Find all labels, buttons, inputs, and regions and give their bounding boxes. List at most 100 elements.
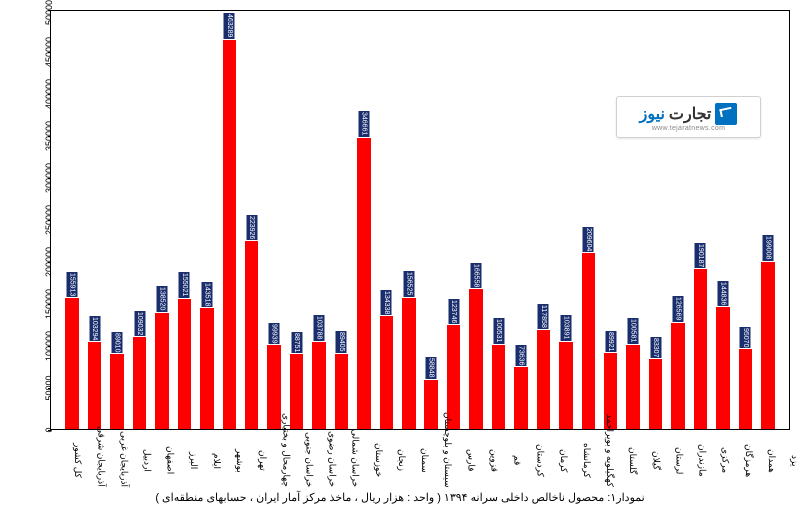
x-tick-label: خراسان رضوی — [314, 432, 337, 487]
x-tick-label: کل کشور — [60, 432, 83, 487]
x-tick-label: یزد — [777, 432, 800, 487]
chart-caption: نمودار۱: محصول ناخالص داخلی سرانه ۱۳۹۴ (… — [0, 491, 800, 504]
bar: 100531 — [492, 345, 505, 429]
bar-wrap: 103788 — [308, 11, 330, 429]
x-tick-label: هرمزگان — [731, 432, 754, 487]
y-axis: 0500001000001500002000002500003000003500… — [0, 10, 48, 430]
bar-wrap: 100531 — [487, 11, 509, 429]
bar-wrap: 99939 — [263, 11, 285, 429]
bar-value-label: 103788 — [314, 315, 325, 340]
bar: 103294 — [88, 342, 101, 429]
bar-value-label: 223926 — [246, 215, 257, 240]
logo-brand-tejarat: تجارت — [669, 104, 711, 124]
x-tick-label: مازندران — [684, 432, 707, 487]
bar-value-label: 89921 — [605, 331, 616, 352]
x-axis-labels: کل کشورآذربایجان شرقیآذربایجان غربیاردبی… — [60, 432, 800, 487]
bar: 463289 — [223, 40, 236, 429]
bar-wrap: 100581 — [622, 11, 644, 429]
bar: 95070 — [739, 349, 752, 429]
bar-value-label: 209604 — [583, 227, 594, 252]
bar: 156525 — [402, 298, 415, 429]
x-tick-label: فارس — [453, 432, 476, 487]
bar: 117858 — [537, 330, 550, 429]
bar-wrap: 209604 — [577, 11, 599, 429]
bar: 190187 — [694, 269, 707, 429]
bar: 89010 — [110, 354, 123, 429]
x-tick-label: قم — [499, 432, 522, 487]
bar-wrap: 138520 — [151, 11, 173, 429]
bar-value-label: 166558 — [471, 263, 482, 288]
bar: 73636 — [514, 367, 527, 429]
bar-wrap: 134338 — [375, 11, 397, 429]
bar-value-label: 199008 — [762, 235, 773, 260]
x-tick-label: لرستان — [661, 432, 684, 487]
x-tick-label: قزوین — [476, 432, 499, 487]
bar-value-label: 155913 — [67, 272, 78, 297]
x-tick-label: بوشهر — [222, 432, 245, 487]
x-tick-label: اردبیل — [129, 432, 152, 487]
bar: 155913 — [65, 298, 78, 429]
chart-plot-area: 1559131032948901010903213852015502114351… — [50, 10, 790, 430]
bar: 103788 — [312, 342, 325, 429]
bar-value-label: 88751 — [291, 332, 302, 353]
bar: 89405 — [335, 354, 348, 429]
bar: 134338 — [380, 316, 393, 429]
bar-value-label: 103294 — [89, 316, 100, 341]
bar-value-label: 100581 — [628, 318, 639, 343]
bar-value-label: 126569 — [673, 296, 684, 321]
bar-value-label: 89010 — [112, 332, 123, 353]
bar: 143518 — [200, 308, 213, 429]
bar-value-label: 58848 — [426, 357, 437, 378]
bar-value-label: 134338 — [381, 290, 392, 315]
bar-wrap: 199008 — [757, 11, 779, 429]
x-tick-label: زنجان — [384, 432, 407, 487]
bar-value-label: 73636 — [515, 345, 526, 366]
logo-url: www.tejaratnews.com — [652, 125, 725, 132]
bar-wrap: 223926 — [241, 11, 263, 429]
logo-icon — [715, 103, 737, 125]
bar: 103891 — [559, 342, 572, 429]
bar: 138520 — [155, 313, 168, 429]
bar-wrap: 156525 — [398, 11, 420, 429]
bar-value-label: 103891 — [560, 315, 571, 340]
x-tick-label: کرمان — [546, 432, 569, 487]
bar-value-label: 463289 — [224, 13, 235, 38]
bar-wrap: 95070 — [734, 11, 756, 429]
logo-brand-news: نیوز — [640, 104, 665, 124]
x-tick-label: گیلان — [638, 432, 661, 487]
bar-wrap: 117858 — [532, 11, 554, 429]
bar: 126569 — [671, 323, 684, 429]
x-tick-label: ایلام — [199, 432, 222, 487]
bar-wrap: 166558 — [465, 11, 487, 429]
bar-wrap: 123746 — [442, 11, 464, 429]
bar-value-label: 99939 — [269, 323, 280, 344]
x-tick-label: خوزستان — [361, 432, 384, 487]
bar-value-label: 123746 — [448, 299, 459, 324]
bar: 155021 — [178, 299, 191, 429]
bar-wrap: 155021 — [173, 11, 195, 429]
bar-wrap: 83307 — [644, 11, 666, 429]
bar-value-label: 117858 — [538, 304, 549, 329]
x-tick-label: کهگیلویه و بویراحمد — [592, 432, 615, 487]
bar-wrap: 155913 — [61, 11, 83, 429]
bar-wrap: 89921 — [600, 11, 622, 429]
bar-value-label: 138520 — [156, 286, 167, 311]
bar-value-label: 89405 — [336, 331, 347, 352]
x-tick-label: تهران — [245, 432, 268, 487]
bar: 144836 — [716, 307, 729, 429]
bar: 166558 — [469, 289, 482, 429]
x-tick-label: سمنان — [407, 432, 430, 487]
bar: 209604 — [582, 253, 595, 429]
bar: 199008 — [761, 262, 774, 429]
bar: 88751 — [290, 354, 303, 429]
bar: 100581 — [626, 345, 639, 429]
x-tick-label: کرمانشاه — [569, 432, 592, 487]
x-tick-label: مرکزی — [708, 432, 731, 487]
bar: 58848 — [424, 380, 437, 429]
bar-wrap: 73636 — [510, 11, 532, 429]
bar-value-label: 155021 — [179, 272, 190, 297]
bar-wrap: 89010 — [106, 11, 128, 429]
bar-wrap: 58848 — [420, 11, 442, 429]
bar-wrap: 89405 — [330, 11, 352, 429]
bar: 223926 — [245, 241, 258, 429]
